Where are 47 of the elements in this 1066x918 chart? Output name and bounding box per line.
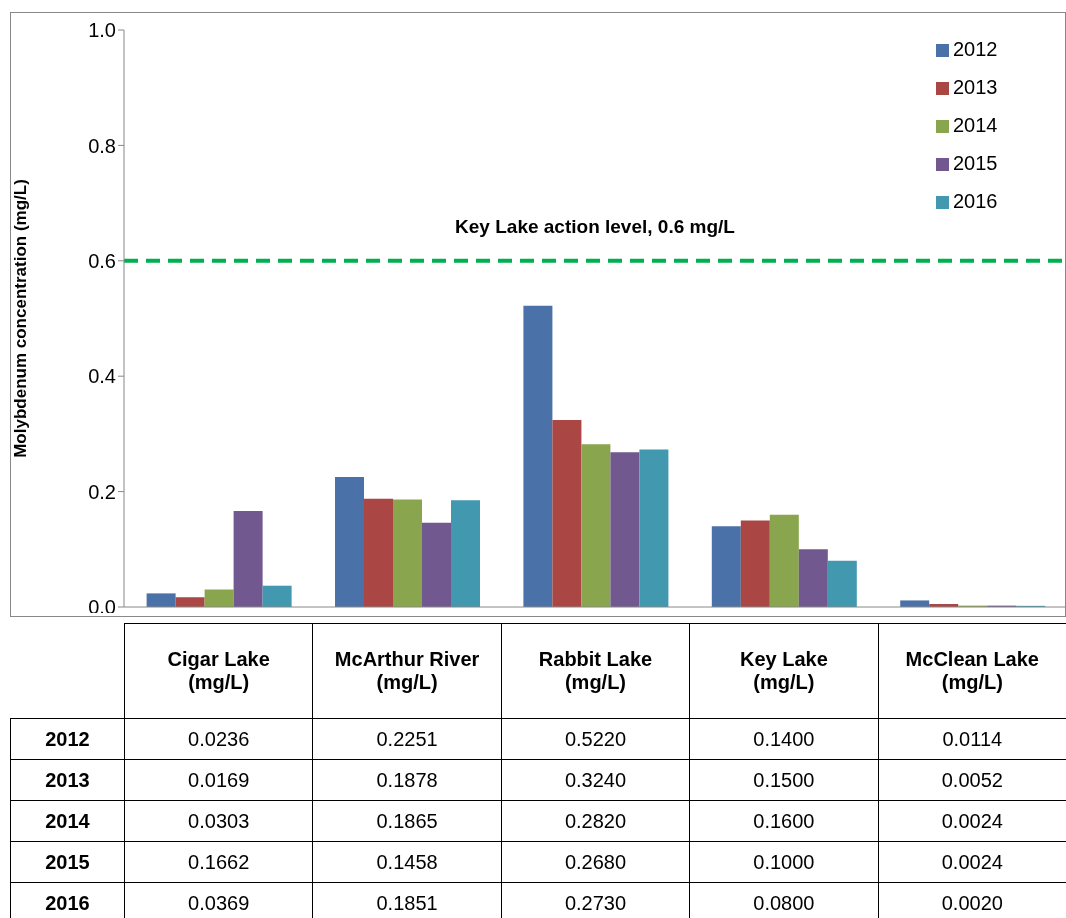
x-tick-label: Cigar Lake (mg/L) [124, 623, 314, 719]
data-label: 0.0024 [877, 800, 1066, 842]
y-tick-label: 0.4 [88, 365, 116, 388]
data-label: 0.1600 [689, 800, 879, 842]
y-tick-label: 1.0 [88, 19, 116, 42]
text: 2013 [45, 768, 90, 791]
data-label: 0.3240 [500, 759, 691, 801]
legend-label: 2015 [953, 152, 998, 174]
data-label: 0.1878 [312, 759, 502, 801]
x-tick-label: McArthur River (mg/L) [312, 623, 502, 719]
y-tick-label: 0.6 [88, 249, 116, 272]
text: 2016 [45, 891, 90, 914]
data-label: 0.1662 [124, 841, 314, 883]
ref-line-label: Key Lake action level, 0.6 mg/L [455, 215, 736, 237]
data-label: 0.1000 [689, 841, 879, 883]
data-label: 0.2820 [500, 800, 691, 842]
data-label: 0.0303 [124, 800, 314, 842]
data-label: 0.1500 [689, 759, 879, 801]
data-label: 0.5220 [500, 718, 691, 760]
data-label: 0.0114 [877, 718, 1066, 760]
y-tick-label: 0.2 [88, 480, 116, 503]
data-label: 0.1458 [312, 841, 502, 883]
data-label: 0.0369 [124, 882, 314, 918]
data-label: 0.0020 [877, 882, 1066, 918]
text: 2014 [45, 809, 90, 832]
text: 2012 [45, 727, 90, 750]
data-label: 0.2251 [312, 718, 502, 760]
x-tick-label: McClean Lake (mg/L) [877, 623, 1066, 719]
data-label: 0.0052 [877, 759, 1066, 801]
x-tick-label: Key Lake (mg/L) [689, 623, 879, 719]
legend-label: 2012 [953, 38, 998, 60]
data-label: 0.1851 [312, 882, 502, 918]
x-tick-label: Rabbit Lake (mg/L) [500, 623, 691, 719]
data-label: 0.0024 [877, 841, 1066, 883]
data-label: 0.2680 [500, 841, 691, 883]
data-label: 0.1865 [312, 800, 502, 842]
y-tick-label: 0.8 [88, 134, 116, 157]
legend-label: 2016 [953, 190, 998, 212]
data-label: 0.0800 [689, 882, 879, 918]
data-label: 0.1400 [689, 718, 879, 760]
legend-label: 2014 [953, 114, 998, 136]
data-label: 0.0236 [124, 718, 314, 760]
y-axis-title: Molybdenum concentration (mg/L) [11, 179, 31, 458]
text: 2015 [45, 850, 90, 873]
data-label: 0.2730 [500, 882, 691, 918]
data-label: 0.0169 [124, 759, 314, 801]
legend-label: 2013 [953, 76, 998, 98]
